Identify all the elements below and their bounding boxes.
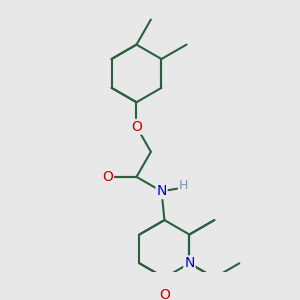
Text: H: H (179, 179, 188, 192)
Text: N: N (184, 256, 195, 270)
Text: O: O (102, 170, 113, 184)
Text: N: N (156, 184, 167, 198)
Text: O: O (159, 288, 170, 300)
Text: O: O (131, 120, 142, 134)
